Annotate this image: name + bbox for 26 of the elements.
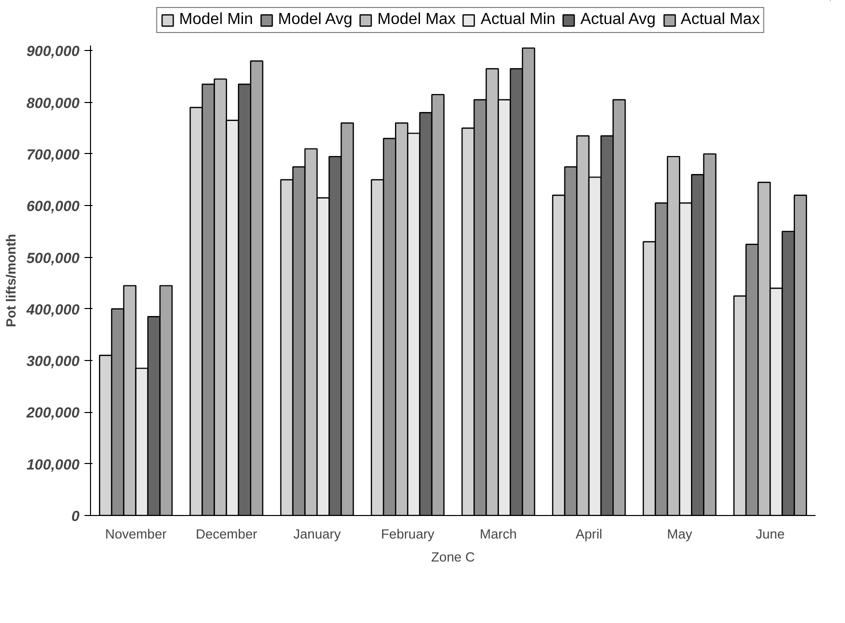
x-tick-label: November — [105, 526, 168, 542]
x-tick-label: March — [480, 526, 517, 542]
x-tick-label: February — [381, 526, 435, 542]
x-tick-label: May — [666, 526, 692, 542]
y-tick-label: 900,000 — [26, 44, 80, 60]
legend-label: Actual Avg — [580, 11, 656, 29]
legend-label: Model Min — [179, 11, 253, 29]
y-tick-label: 800,000 — [26, 96, 80, 112]
y-axis-title: Pot lifts/month — [4, 234, 19, 328]
legend-label: Actual Min — [480, 11, 556, 29]
legend-label: Actual Max — [680, 11, 760, 29]
y-tick-label: 0 — [71, 509, 80, 525]
legend-label: Model Max — [377, 11, 456, 29]
x-tick-label: January — [293, 526, 342, 542]
y-tick-label: 200,000 — [26, 406, 80, 422]
x-tick-label: June — [756, 526, 785, 542]
y-tick-label: 700,000 — [26, 147, 80, 164]
legend-label: Model Avg — [278, 11, 352, 29]
y-tick-label: 100,000 — [26, 457, 80, 474]
x-axis-title: Zone C — [431, 550, 476, 564]
y-tick-label: 300,000 — [26, 354, 80, 370]
y-tick-label: 400,000 — [26, 302, 80, 318]
x-tick-label: April — [576, 526, 602, 542]
y-tick-label: 600,000 — [26, 199, 80, 216]
y-tick-label: 500,000 — [26, 250, 80, 267]
x-tick-label: December — [196, 526, 258, 542]
